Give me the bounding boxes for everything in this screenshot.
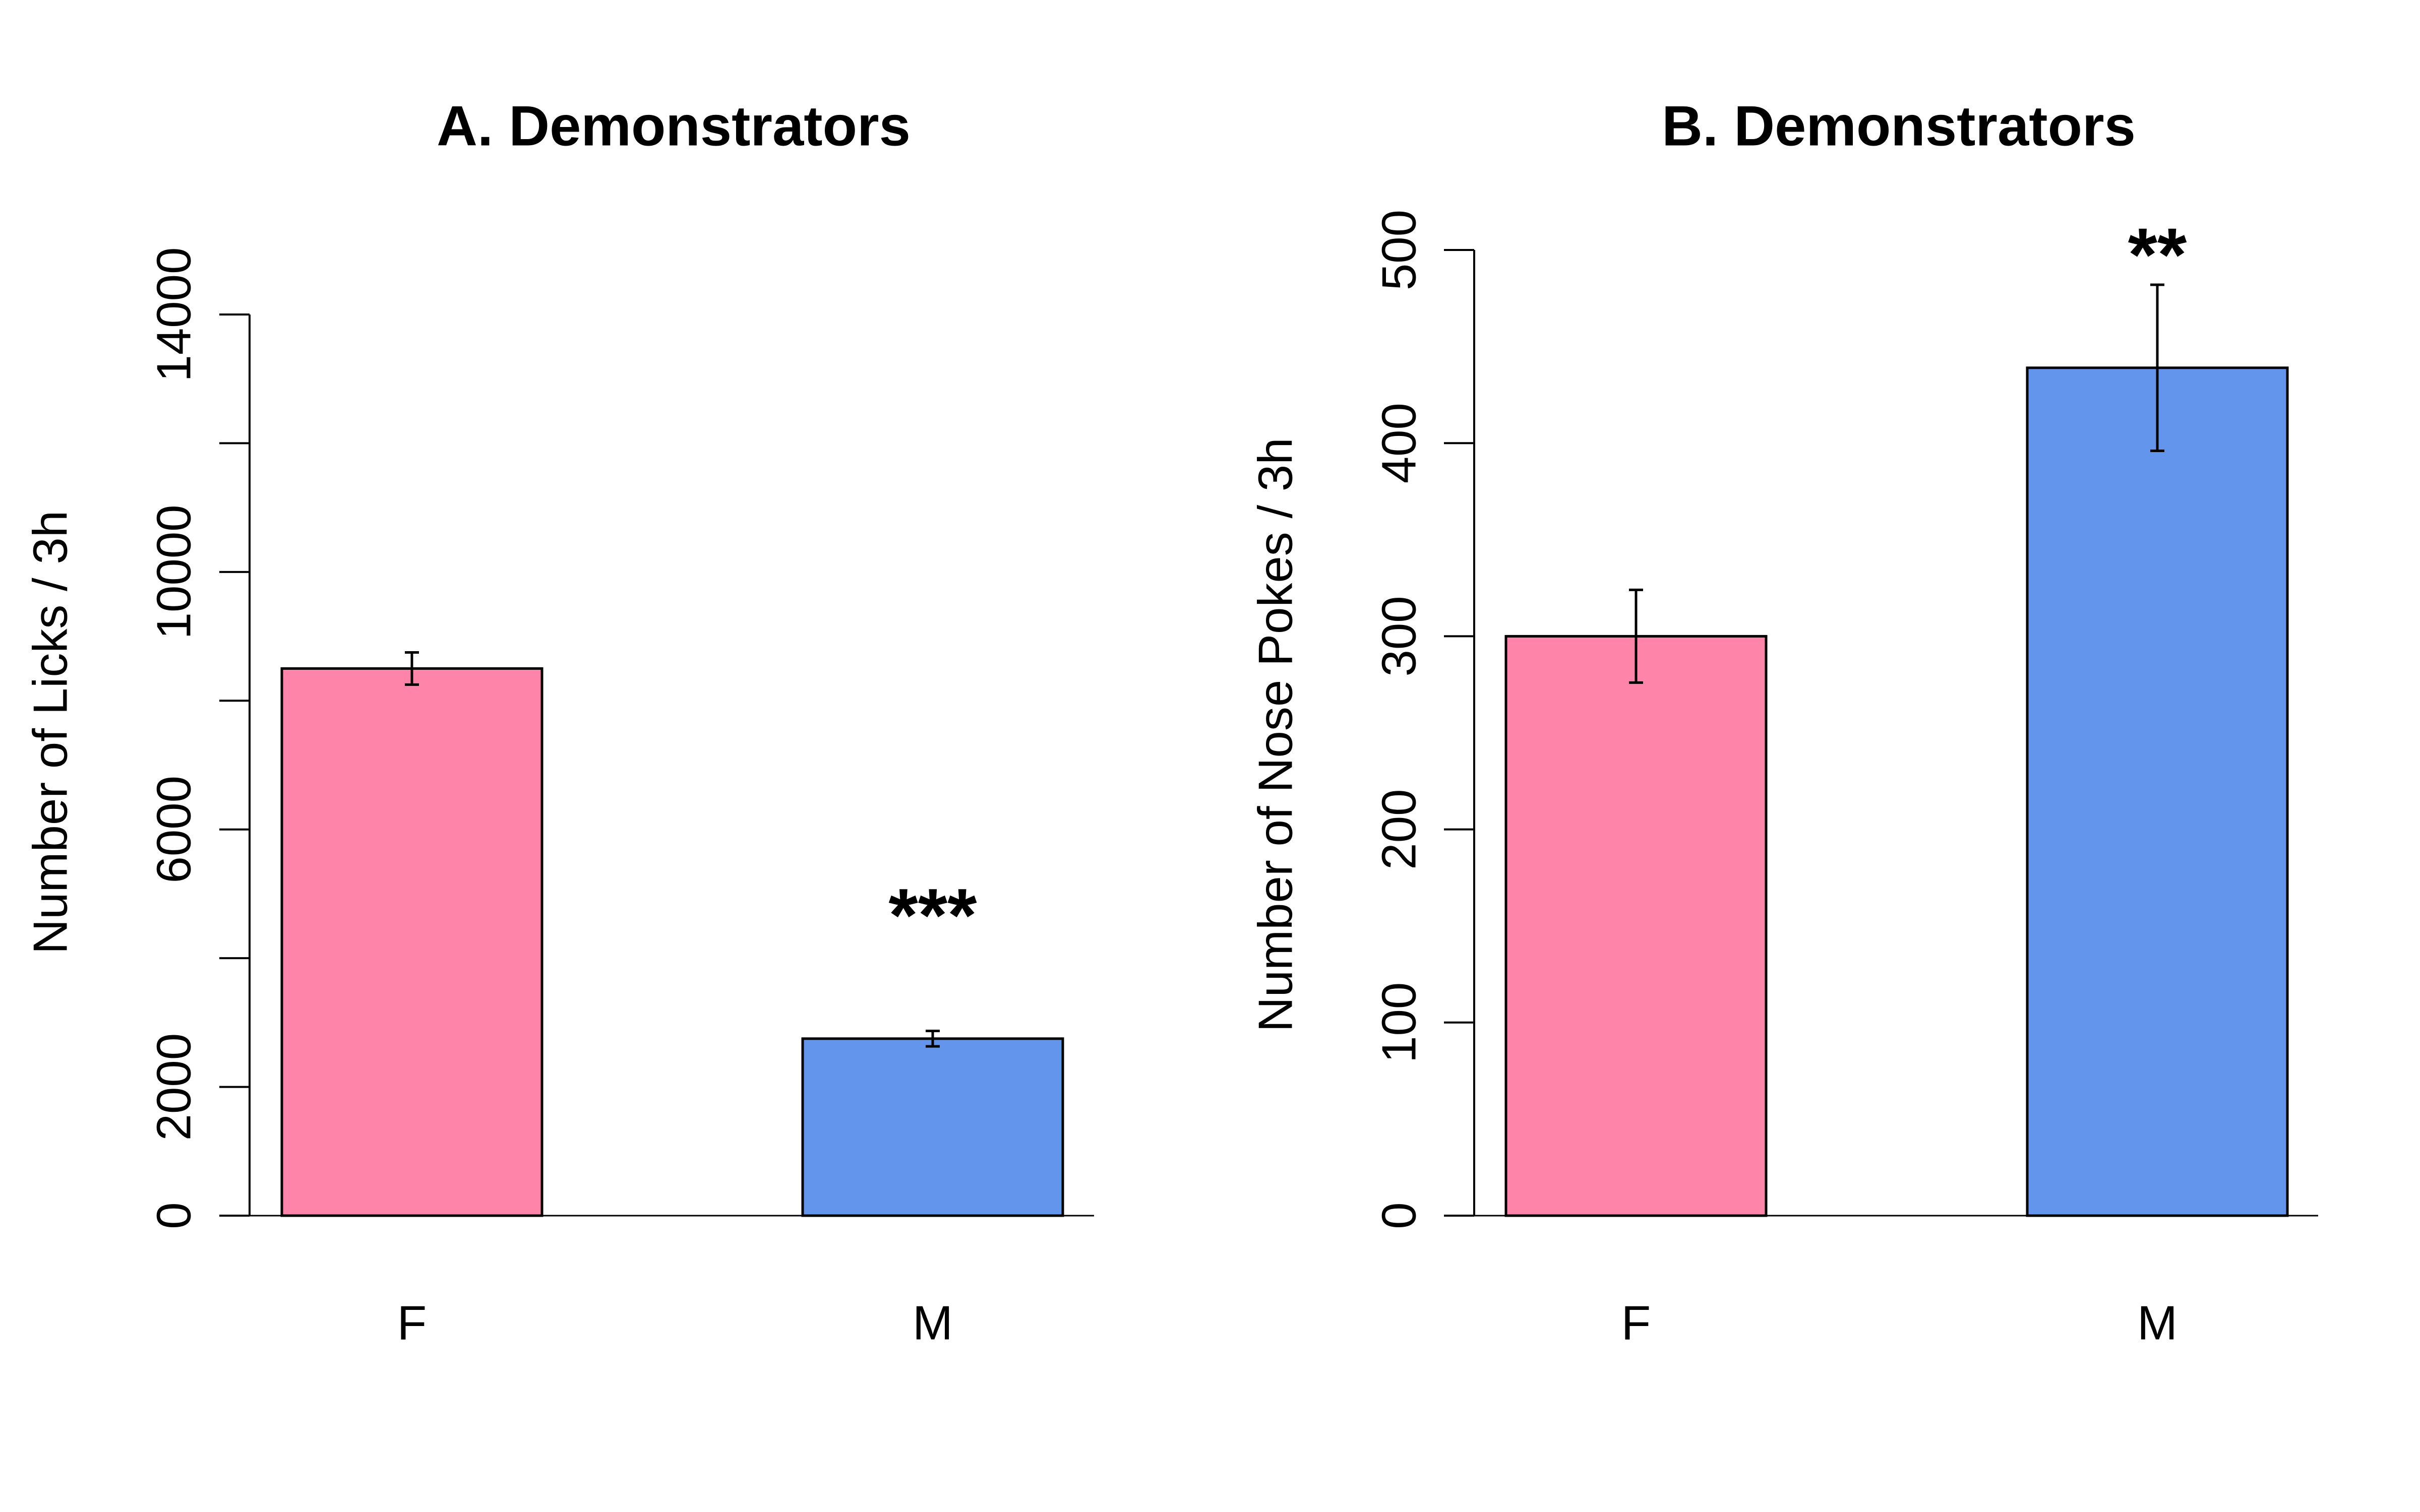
bar-f [1504, 635, 1768, 1217]
y-tick-label: 500 [1372, 210, 1426, 290]
y-tick-label: 2000 [147, 1033, 201, 1141]
y-tick-label: 0 [1372, 1202, 1426, 1229]
category-label: M [913, 1296, 953, 1350]
chart-title: B. Demonstrators [1662, 95, 2136, 158]
category-label: F [397, 1296, 427, 1350]
category-label: F [1621, 1296, 1651, 1350]
y-tick-label: 200 [1372, 789, 1426, 870]
bar-m [801, 1037, 1064, 1217]
y-tick-label: 6000 [147, 776, 201, 884]
y-tick-label: 100 [1372, 982, 1426, 1063]
y-tick-label: 10000 [147, 505, 201, 639]
y-axis-label: Number of Nose Pokes / 3h [1249, 437, 1303, 1032]
y-tick-label: 14000 [147, 247, 201, 382]
panel-a: A. Demonstrators Number of Licks / 3h 0 200… [24, 95, 1094, 1350]
category-label: M [2137, 1296, 2177, 1350]
y-tick-label: 400 [1372, 403, 1426, 483]
panel-b: B. Demonstrators Number of Nose Pokes / 3… [1249, 95, 2318, 1350]
y-tick-label: 300 [1372, 596, 1426, 676]
chart-title: A. Demonstrators [437, 95, 911, 158]
bar-m [2026, 366, 2289, 1217]
y-axis-label: Number of Licks / 3h [24, 511, 78, 954]
significance-marker: ** [2128, 212, 2187, 297]
y-tick-label: 0 [147, 1202, 201, 1229]
significance-marker: *** [888, 872, 977, 957]
bar-f [280, 667, 543, 1217]
